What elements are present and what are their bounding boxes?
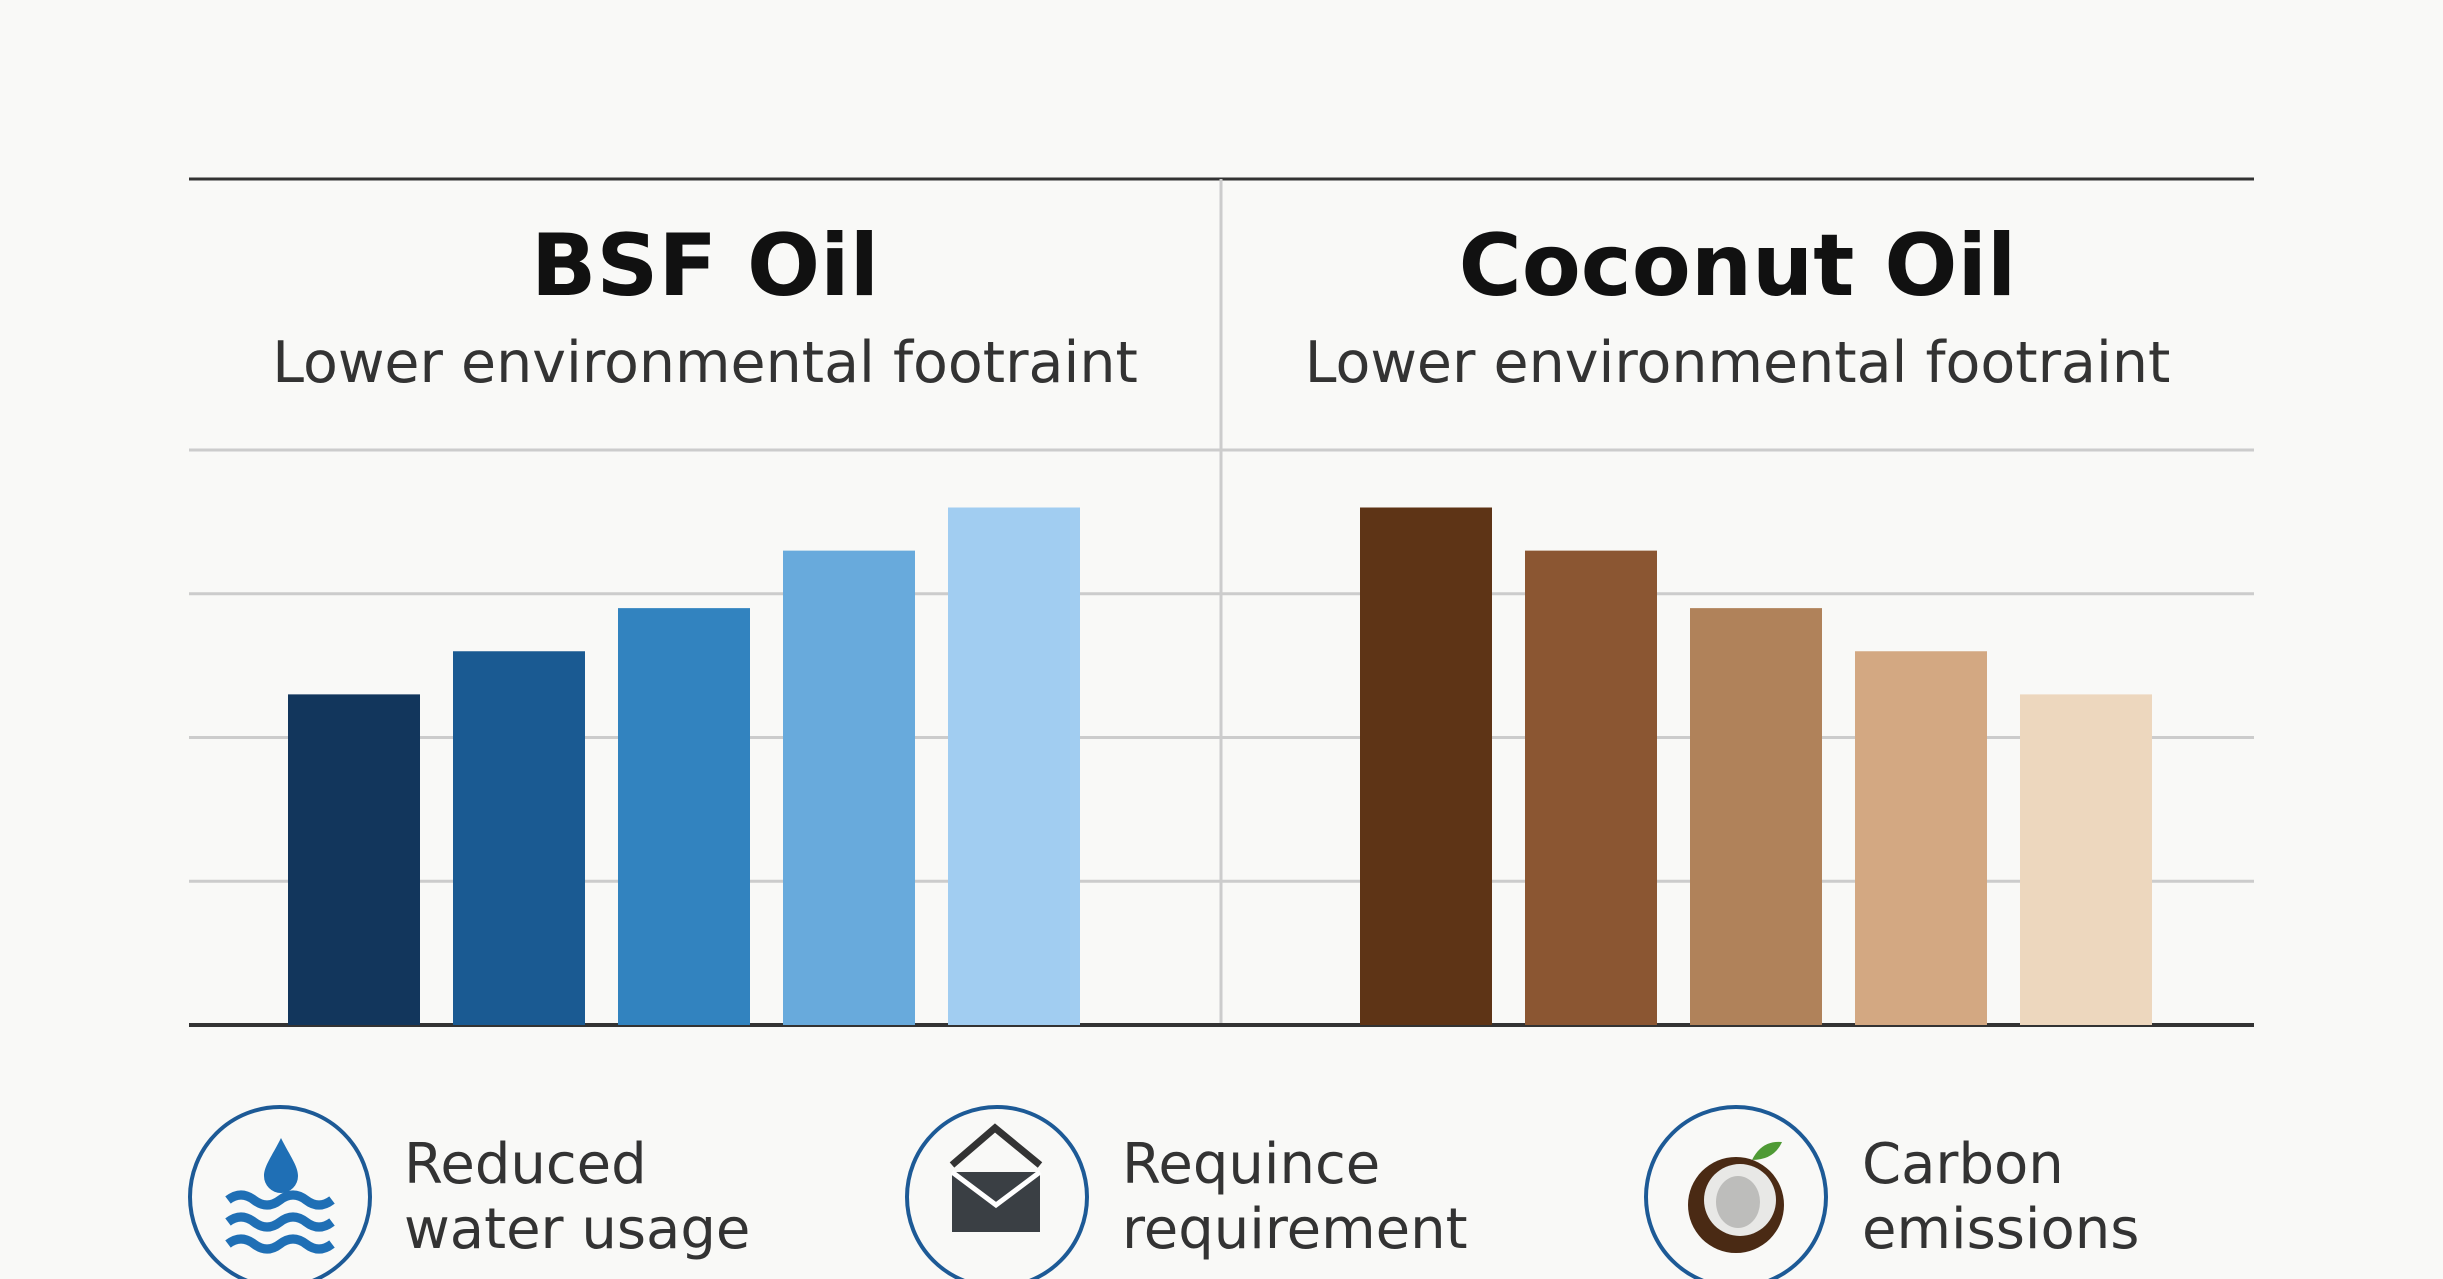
chart-subtitle: Lower environmental footraint: [272, 330, 1138, 396]
water-icon: [188, 1105, 372, 1279]
bar: [948, 507, 1080, 1025]
bar: [1360, 507, 1492, 1025]
bar: [1690, 608, 1822, 1025]
chart-title: BSF Oil: [531, 216, 879, 316]
bar: [1525, 550, 1657, 1025]
bar: [783, 550, 915, 1025]
chart-subtitle: Lower environmental footraint: [1305, 330, 2171, 396]
coconut-icon: [1644, 1105, 1828, 1279]
feature-label: emissions: [1862, 1197, 2139, 1262]
feature-label: Requince: [1122, 1132, 1380, 1197]
bar: [453, 651, 585, 1025]
feature-label: Reduced: [404, 1132, 647, 1197]
bar: [1855, 651, 1987, 1025]
feature-label: requirement: [1122, 1197, 1468, 1262]
bar: [2020, 694, 2152, 1025]
feature-label: Carbon: [1862, 1132, 2064, 1197]
bar: [618, 608, 750, 1025]
chart-title: Coconut Oil: [1459, 216, 2017, 316]
bar: [288, 694, 420, 1025]
envelope-icon: [905, 1105, 1089, 1279]
feature-label: water usage: [404, 1197, 750, 1262]
